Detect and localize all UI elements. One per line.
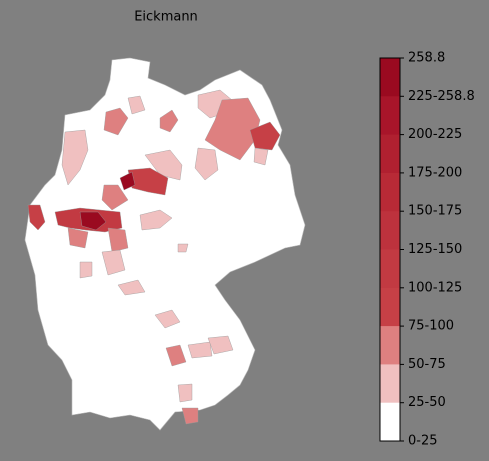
district bbox=[181, 407, 199, 425]
district bbox=[177, 243, 189, 253]
district bbox=[187, 341, 213, 359]
colorbar-segment bbox=[380, 249, 400, 289]
district bbox=[79, 211, 107, 231]
district bbox=[103, 107, 129, 136]
colorbar-label: 25-50 bbox=[408, 395, 446, 410]
district bbox=[127, 167, 169, 196]
colorbar-label: 258.8 bbox=[408, 51, 445, 66]
colorbar: 258.8 225-258.8 200-225 175-200 150-175 125-1… bbox=[379, 51, 475, 449]
colorbar-label: 50-75 bbox=[408, 357, 446, 372]
colorbar-segment bbox=[380, 287, 400, 327]
colorbar-segment bbox=[380, 58, 400, 97]
colorbar-segment bbox=[380, 172, 400, 212]
colorbar-label: 175-200 bbox=[408, 165, 462, 180]
colorbar-label: 200-225 bbox=[408, 127, 462, 142]
district bbox=[144, 149, 183, 181]
district bbox=[27, 204, 46, 231]
district bbox=[117, 279, 146, 296]
colorbar-label: 100-125 bbox=[408, 280, 462, 295]
district bbox=[79, 261, 93, 279]
district bbox=[194, 147, 219, 181]
colorbar-label: 75-100 bbox=[408, 319, 454, 334]
district bbox=[204, 97, 261, 161]
district bbox=[159, 109, 179, 133]
colorbar-segment bbox=[380, 134, 400, 174]
district bbox=[207, 335, 234, 355]
colorbar-segment bbox=[380, 326, 400, 365]
map-title: Eickmann bbox=[134, 10, 198, 25]
colorbar-label: 150-175 bbox=[408, 204, 462, 219]
colorbar-segment bbox=[380, 96, 400, 136]
district bbox=[107, 227, 129, 253]
district bbox=[253, 147, 269, 166]
colorbar-label: 125-150 bbox=[408, 242, 462, 257]
district bbox=[249, 121, 281, 151]
colorbar-segment bbox=[380, 364, 400, 404]
germany-map bbox=[24, 57, 306, 431]
district bbox=[101, 184, 129, 211]
colorbar-label: 225-258.8 bbox=[408, 89, 475, 104]
colorbar-segment bbox=[380, 402, 400, 442]
colorbar-label: 0-25 bbox=[408, 434, 438, 449]
district bbox=[177, 383, 193, 403]
district bbox=[127, 95, 146, 115]
district bbox=[119, 171, 136, 191]
district bbox=[154, 309, 181, 329]
district bbox=[67, 227, 89, 249]
district bbox=[101, 249, 126, 276]
colorbar-segment bbox=[380, 211, 400, 250]
district bbox=[165, 344, 187, 367]
districts bbox=[27, 89, 281, 425]
district bbox=[139, 209, 173, 231]
district bbox=[61, 129, 89, 186]
